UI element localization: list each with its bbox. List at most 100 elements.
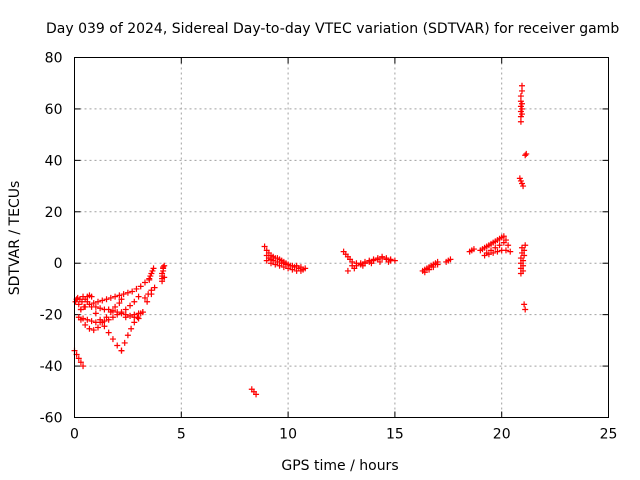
data-points bbox=[71, 82, 530, 398]
data-point bbox=[351, 265, 358, 272]
series-arc-3 bbox=[77, 296, 125, 334]
y-tick-label: 0 bbox=[54, 256, 63, 272]
data-point bbox=[447, 256, 454, 263]
series-cluster-31 bbox=[516, 175, 527, 190]
data-point bbox=[148, 287, 155, 294]
x-tick-label: 20 bbox=[493, 427, 511, 443]
series-short-arc bbox=[122, 309, 146, 321]
data-point bbox=[161, 262, 168, 269]
series-cluster-9h bbox=[261, 243, 309, 274]
x-tick-label: 25 bbox=[600, 427, 618, 443]
data-point bbox=[518, 111, 525, 118]
data-point bbox=[121, 339, 128, 346]
data-point bbox=[505, 242, 512, 249]
data-point bbox=[84, 298, 91, 305]
series-v-left bbox=[84, 298, 125, 354]
data-point bbox=[263, 257, 270, 264]
data-point bbox=[114, 309, 121, 316]
data-point bbox=[135, 315, 142, 322]
data-point bbox=[141, 294, 148, 301]
series-descending-dash bbox=[141, 284, 158, 301]
data-point bbox=[116, 292, 123, 299]
x-axis-label: GPS time / hours bbox=[281, 458, 398, 474]
data-point bbox=[109, 336, 116, 343]
data-point bbox=[97, 316, 104, 323]
data-point bbox=[146, 276, 153, 283]
data-point bbox=[483, 249, 490, 256]
y-axis-label: SDTVAR / TECUs bbox=[7, 181, 23, 296]
x-tick-label: 0 bbox=[70, 427, 79, 443]
data-point bbox=[376, 258, 383, 265]
y-tick-label: 60 bbox=[45, 102, 63, 118]
axes: 0 5 10 15 20 25 -60 -40 -20 0 20 40 60 80 bbox=[40, 51, 618, 443]
data-point bbox=[114, 342, 121, 349]
y-tick-label: 80 bbox=[45, 51, 63, 67]
data-point bbox=[521, 301, 528, 308]
data-point bbox=[500, 233, 507, 240]
series-cluster-19-20h bbox=[477, 233, 514, 259]
x-tick-label: 15 bbox=[386, 427, 404, 443]
data-point bbox=[131, 298, 138, 305]
data-point bbox=[103, 296, 110, 303]
data-point bbox=[122, 314, 129, 321]
data-point bbox=[90, 327, 97, 334]
data-point bbox=[112, 303, 119, 310]
data-point bbox=[368, 260, 375, 267]
data-point bbox=[518, 105, 525, 112]
y-tick-label: -40 bbox=[40, 359, 63, 375]
data-point bbox=[253, 391, 260, 398]
data-point bbox=[430, 264, 437, 271]
data-point bbox=[92, 310, 99, 317]
x-tick-label: 5 bbox=[177, 427, 186, 443]
data-point bbox=[118, 296, 125, 303]
data-point bbox=[141, 279, 148, 286]
data-point bbox=[88, 293, 95, 300]
data-point bbox=[92, 303, 99, 310]
data-point bbox=[379, 255, 386, 262]
data-point bbox=[80, 363, 87, 370]
data-point bbox=[496, 242, 503, 249]
data-point bbox=[517, 118, 524, 125]
y-tick-label: 20 bbox=[45, 205, 63, 221]
data-point bbox=[161, 274, 168, 281]
series-col-21h bbox=[517, 242, 529, 277]
data-point bbox=[94, 324, 101, 331]
y-tick-label: -20 bbox=[40, 308, 63, 324]
data-point bbox=[521, 247, 528, 254]
data-point bbox=[75, 355, 82, 362]
data-point bbox=[280, 264, 287, 271]
data-point bbox=[488, 247, 495, 254]
data-point bbox=[507, 248, 514, 255]
data-point bbox=[500, 239, 507, 246]
data-point bbox=[151, 284, 158, 291]
data-point bbox=[99, 297, 106, 304]
data-point bbox=[78, 298, 85, 305]
data-point bbox=[502, 247, 509, 254]
data-point bbox=[470, 246, 477, 253]
series-v-right bbox=[118, 310, 144, 354]
series-cluster-16h bbox=[419, 258, 441, 276]
plot-frame bbox=[74, 57, 609, 418]
series-cluster-17h bbox=[443, 256, 454, 265]
data-point bbox=[105, 306, 112, 313]
series-spike-21h bbox=[517, 82, 525, 125]
data-point bbox=[434, 261, 441, 268]
data-point bbox=[522, 152, 529, 159]
data-point bbox=[103, 314, 110, 321]
data-point bbox=[150, 265, 157, 272]
data-point bbox=[109, 314, 116, 321]
data-point bbox=[289, 266, 296, 273]
chart-title: Day 039 of 2024, Sidereal Day-to-day VTE… bbox=[46, 21, 619, 37]
data-point bbox=[297, 267, 304, 274]
data-point bbox=[124, 289, 131, 296]
series-arc-1 bbox=[77, 275, 153, 313]
data-point bbox=[75, 301, 82, 308]
data-point bbox=[492, 244, 499, 251]
data-point bbox=[144, 298, 151, 305]
data-point bbox=[518, 82, 525, 89]
data-point bbox=[131, 311, 138, 318]
data-point bbox=[135, 310, 142, 317]
data-point bbox=[94, 298, 101, 305]
data-point bbox=[520, 267, 527, 274]
